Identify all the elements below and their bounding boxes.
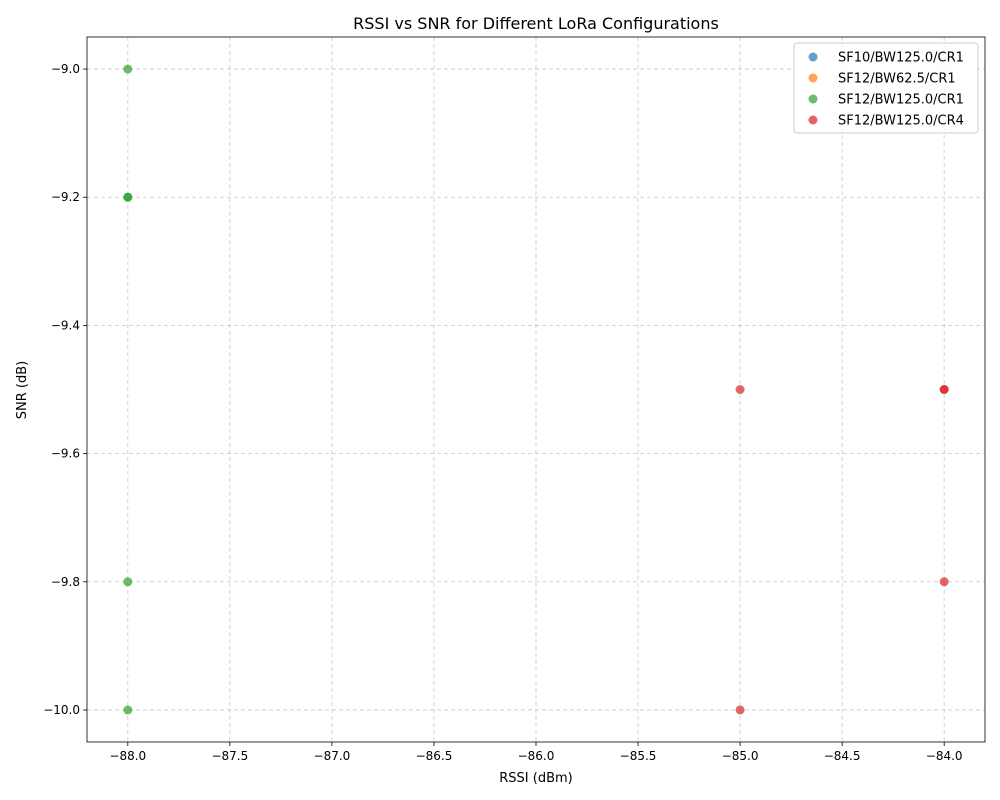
legend-marker: [808, 52, 818, 62]
grid-layer: [87, 37, 985, 742]
y-tick-label: −9.0: [51, 62, 80, 76]
data-point: [735, 705, 745, 715]
data-point: [939, 385, 949, 394]
x-tick-label: −86.0: [518, 749, 555, 763]
legend-box: [793, 42, 979, 134]
data-point: [123, 705, 133, 715]
data-point: [123, 577, 133, 587]
legend-label: SF10/BW125.0/CR1: [838, 51, 964, 66]
legend-label: SF12/BW62.5/CR1: [838, 72, 956, 87]
legend: SF10/BW125.0/CR1 SF12/BW62.5/CR1 SF12/BW12…: [793, 42, 979, 134]
data-point: [123, 64, 133, 74]
y-tick-label: −9.6: [51, 447, 80, 461]
x-tick-label: −87.5: [211, 749, 248, 763]
legend-label: SF12/BW125.0/CR1: [838, 93, 964, 108]
x-axis-label: RSSI (dBm): [499, 771, 572, 786]
y-axis-label: SNR (dB): [15, 361, 30, 419]
ticks-layer: −88.0 −87.5 −87.0 −86.5 −86.0 −85.5 −85.0 −84.5…: [43, 62, 962, 763]
x-tick-label: −84.5: [824, 749, 861, 763]
y-tick-label: −9.8: [51, 575, 80, 589]
x-tick-label: −87.0: [314, 749, 351, 763]
x-tick-label: −85.5: [620, 749, 657, 763]
y-tick-label: −9.2: [51, 190, 80, 204]
chart-title: RSSI vs SNR for Different LoRa Configura…: [353, 14, 719, 33]
x-tick-label: −86.5: [416, 749, 453, 763]
legend-marker: [808, 94, 818, 104]
legend-marker: [808, 115, 818, 125]
data-point: [735, 385, 745, 394]
data-point: [123, 192, 133, 202]
x-tick-label: −88.0: [109, 749, 146, 763]
y-tick-label: −9.4: [51, 318, 80, 332]
data-point: [939, 577, 949, 587]
legend-label: SF12/BW125.0/CR4: [838, 114, 964, 129]
x-tick-label: −85.0: [722, 749, 759, 763]
x-tick-label: −84.0: [926, 749, 963, 763]
points-layer: [123, 64, 949, 715]
legend-marker: [808, 73, 818, 83]
y-tick-label: −10.0: [43, 703, 80, 717]
